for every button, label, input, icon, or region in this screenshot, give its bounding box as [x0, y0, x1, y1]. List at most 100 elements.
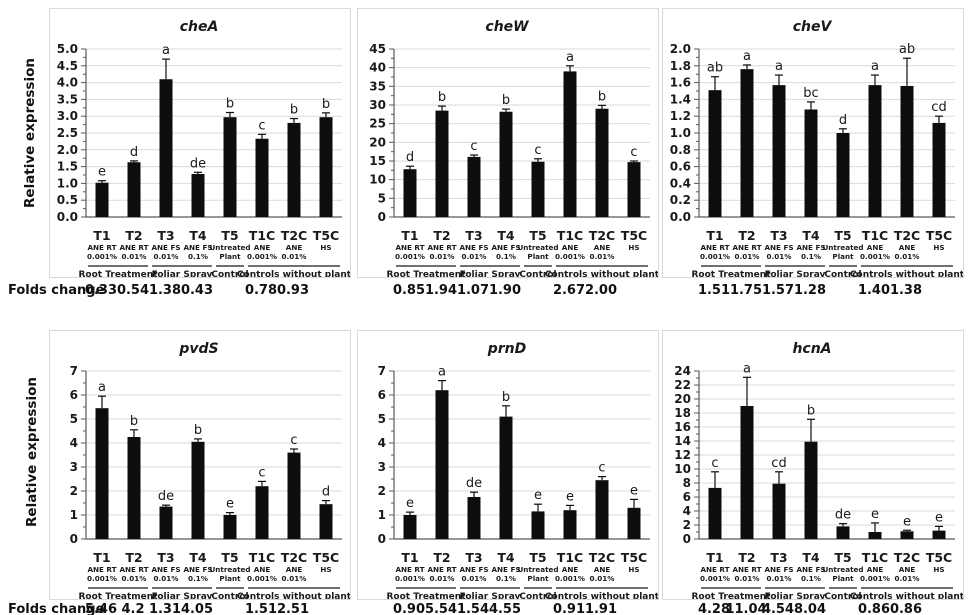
folds-change-value-cheV-T1: 1.51	[697, 283, 731, 298]
significance-letter: bc	[803, 86, 818, 101]
y-tick-label: 0	[683, 532, 691, 546]
treatment-sublabel: ANE RT	[427, 243, 456, 252]
treatment-sublabel: Plant	[527, 252, 549, 261]
y-tick-label: 18	[674, 406, 691, 420]
group-label: Root Treatment	[387, 270, 467, 277]
folds-change-value-prnD-T2C: 1.91	[584, 602, 618, 615]
significance-letter: e	[534, 488, 542, 503]
y-tick-label: 24	[674, 364, 691, 378]
folds-change-value-cheW-T2: 1.94	[424, 283, 458, 298]
treatment-sublabel: 0.01%	[122, 574, 147, 583]
chart-panel-pvdS: pvdS 0 1 2 3 4 5 6 7 a T1 ANE RT 0.001% b T2 ANE RT 0.01…	[49, 330, 352, 602]
chart-title: cheW	[485, 19, 529, 35]
significance-letter: ab	[707, 61, 723, 76]
category-label: T3	[770, 550, 787, 565]
chart-panel-cheV: cheV 0.0 0.2 0.4 0.6 0.8 1.0 1.2 1.4 1.6 1.8 2.0 ab T…	[662, 8, 965, 280]
y-axis-label-row1: Relative expression	[22, 58, 38, 208]
bar-T3	[772, 483, 786, 539]
bar-T5	[223, 515, 237, 539]
bar-T2	[435, 110, 449, 217]
y-tick-label: 30	[369, 98, 386, 112]
category-label: T3	[157, 550, 174, 565]
group-label: Root Treatment	[692, 270, 772, 277]
significance-letter: e	[903, 514, 911, 529]
treatment-sublabel: ANE FS	[491, 243, 520, 252]
treatment-sublabel: 0.01%	[430, 574, 455, 583]
treatment-sublabel: HS	[933, 243, 944, 252]
category-label: T5	[221, 550, 238, 565]
y-tick-label: 4	[378, 436, 386, 450]
group-label: Controls without plant	[850, 270, 963, 277]
category-label: T1	[93, 228, 110, 243]
treatment-sublabel: 0.01%	[462, 252, 487, 261]
y-tick-label: 1.5	[57, 160, 78, 174]
category-label: T2C	[894, 550, 920, 565]
folds-change-value-cheA-T1C: 0.78	[244, 283, 278, 298]
bar-T1	[403, 169, 417, 217]
y-tick-label: 20	[369, 135, 386, 149]
significance-letter: b	[322, 97, 330, 112]
category-label: T1C	[557, 228, 583, 243]
treatment-sublabel: 0.01%	[767, 252, 792, 261]
folds-change-value-prnD-T2: 5.54	[424, 602, 458, 615]
group-label: Controls without plant	[545, 592, 658, 599]
bar-T1	[708, 90, 722, 217]
treatment-sublabel: ANE RT	[119, 243, 148, 252]
y-tick-label: 10	[369, 173, 386, 187]
group-label: Controls without plant	[237, 592, 350, 599]
treatment-sublabel: ANE FS	[459, 565, 488, 574]
folds-change-value-prnD-T1C: 0.91	[552, 602, 586, 615]
y-tick-label: 1.6	[670, 76, 691, 90]
y-tick-label: 12	[674, 448, 691, 462]
significance-letter: de	[466, 476, 482, 491]
treatment-sublabel: ANE	[867, 565, 884, 574]
y-tick-label: 14	[674, 434, 691, 448]
category-label: T1C	[249, 228, 275, 243]
treatment-sublabel: Plant	[219, 252, 241, 261]
folds-change-value-hcnA-T2: 11.04	[725, 602, 767, 615]
folds-change-label-row1: Folds change	[8, 283, 105, 298]
chart-panel-cheW: cheW 0 5 10 15 20 25 30 35 40 45 d T1 ANE RT 0.001% b T2…	[357, 8, 660, 280]
y-tick-label: 2.0	[670, 42, 691, 56]
treatment-sublabel: ANE	[562, 243, 579, 252]
group-label: Root Treatment	[79, 270, 159, 277]
significance-letter: a	[566, 50, 574, 65]
bar-T1C	[563, 510, 577, 539]
folds-change-value-cheA-T1: 0.33	[84, 283, 118, 298]
category-label: T4	[497, 228, 515, 243]
treatment-sublabel: ANE	[254, 565, 271, 574]
y-tick-label: 2	[378, 484, 386, 498]
treatment-sublabel: ANE RT	[700, 243, 729, 252]
treatment-sublabel: Plant	[832, 252, 854, 261]
bar-T3	[159, 506, 173, 539]
bar-T5	[531, 161, 545, 217]
treatment-sublabel: 0.01%	[154, 574, 179, 583]
chart-panel-cheA: cheA 0.0 0.5 1.0 1.5 2.0 2.5 3.0 3.5 4.0 4.5 5.0 e T1…	[49, 8, 352, 280]
folds-change-value-cheW-T1: 0.85	[392, 283, 426, 298]
treatment-sublabel: 0.1%	[496, 252, 516, 261]
significance-letter: a	[162, 43, 170, 58]
treatment-sublabel: 0.01%	[735, 574, 760, 583]
bar-T4	[191, 173, 205, 217]
significance-letter: b	[194, 423, 202, 438]
folds-change-value-hcnA-T1C: 0.86	[857, 602, 891, 615]
treatment-sublabel: 0.01%	[430, 252, 455, 261]
treatment-sublabel: ANE FS	[491, 565, 520, 574]
treatment-sublabel: 0.01%	[154, 252, 179, 261]
significance-letter: cd	[931, 100, 946, 115]
category-label: T3	[770, 228, 787, 243]
bar-T3	[467, 497, 481, 539]
group-label: Foliar Spray	[152, 270, 213, 277]
category-label: T4	[802, 550, 820, 565]
significance-letter: b	[130, 414, 138, 429]
treatment-sublabel: ANE FS	[796, 565, 825, 574]
folds-change-value-cheV-T3: 1.57	[761, 283, 795, 298]
y-tick-label: 6	[683, 490, 691, 504]
folds-change-value-pvdS-T4: 4.05	[180, 602, 214, 615]
category-label: T2C	[281, 228, 307, 243]
y-tick-label: 7	[70, 364, 78, 378]
treatment-sublabel: ANE RT	[732, 243, 761, 252]
category-label: T1C	[862, 550, 888, 565]
